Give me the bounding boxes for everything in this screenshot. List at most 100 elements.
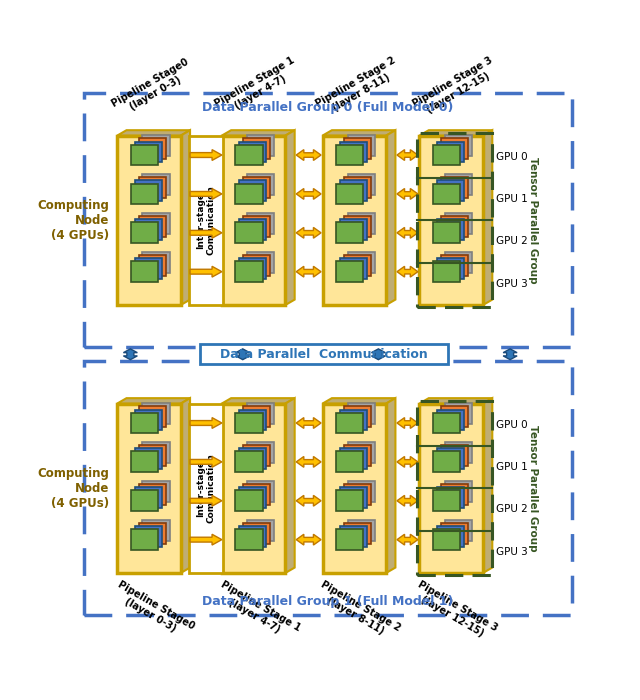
- Text: Tensor Parallel Group: Tensor Parallel Group: [527, 425, 538, 552]
- Bar: [134, 219, 162, 240]
- Bar: [142, 135, 170, 156]
- Polygon shape: [419, 398, 492, 403]
- Polygon shape: [296, 150, 321, 160]
- Polygon shape: [397, 496, 418, 506]
- Bar: [189, 136, 223, 305]
- Text: Tensor Parallel Group: Tensor Parallel Group: [527, 157, 538, 284]
- Polygon shape: [190, 496, 222, 506]
- Bar: [445, 252, 472, 273]
- Bar: [189, 403, 223, 573]
- Bar: [134, 258, 162, 279]
- Bar: [433, 223, 460, 243]
- Bar: [433, 145, 460, 165]
- Bar: [344, 255, 371, 276]
- Bar: [138, 177, 166, 198]
- Polygon shape: [323, 130, 396, 136]
- Bar: [441, 523, 468, 544]
- Bar: [236, 261, 262, 282]
- Bar: [236, 412, 262, 433]
- Polygon shape: [397, 150, 418, 160]
- Text: GPU 1: GPU 1: [496, 462, 528, 472]
- Bar: [117, 403, 180, 573]
- Bar: [417, 401, 492, 575]
- Bar: [131, 261, 158, 282]
- Text: Pipeline Stage 1
(layer 4-7): Pipeline Stage 1 (layer 4-7): [213, 579, 302, 643]
- Polygon shape: [236, 349, 250, 360]
- Bar: [131, 223, 158, 243]
- Polygon shape: [503, 349, 517, 360]
- Bar: [340, 410, 367, 430]
- Bar: [340, 181, 367, 201]
- Bar: [344, 484, 371, 505]
- Bar: [340, 141, 367, 162]
- Bar: [340, 219, 367, 240]
- Bar: [445, 481, 472, 502]
- Bar: [142, 442, 170, 463]
- Bar: [243, 177, 270, 198]
- Bar: [239, 181, 266, 201]
- Polygon shape: [371, 349, 385, 360]
- Polygon shape: [190, 534, 222, 545]
- Text: Computing
Node
(4 GPUs): Computing Node (4 GPUs): [38, 467, 109, 510]
- Bar: [243, 255, 270, 276]
- Bar: [236, 145, 262, 165]
- Bar: [200, 344, 448, 364]
- Text: Computing
Node
(4 GPUs): Computing Node (4 GPUs): [38, 199, 109, 241]
- Bar: [138, 255, 166, 276]
- Bar: [131, 145, 158, 165]
- Text: Data Parallel Group 0 (Full Model 0): Data Parallel Group 0 (Full Model 0): [202, 101, 454, 114]
- Bar: [236, 491, 262, 511]
- Bar: [441, 484, 468, 505]
- Bar: [437, 181, 464, 201]
- Bar: [239, 526, 266, 547]
- Bar: [344, 523, 371, 544]
- Polygon shape: [397, 418, 418, 428]
- Text: Data Parallel Group 1 (Full Model 1): Data Parallel Group 1 (Full Model 1): [202, 594, 454, 608]
- Polygon shape: [117, 398, 190, 403]
- Polygon shape: [124, 349, 138, 360]
- Bar: [437, 487, 464, 508]
- Bar: [138, 139, 166, 160]
- Bar: [142, 252, 170, 273]
- Bar: [441, 177, 468, 198]
- Bar: [403, 403, 412, 573]
- Bar: [445, 135, 472, 156]
- Bar: [323, 136, 386, 305]
- Bar: [243, 407, 270, 427]
- Bar: [142, 214, 170, 234]
- Bar: [348, 403, 375, 424]
- Bar: [239, 219, 266, 240]
- Bar: [445, 520, 472, 541]
- Bar: [131, 452, 158, 472]
- Polygon shape: [483, 130, 492, 305]
- Bar: [138, 216, 166, 237]
- Bar: [131, 412, 158, 433]
- Bar: [336, 412, 364, 433]
- Bar: [138, 445, 166, 466]
- Bar: [134, 181, 162, 201]
- Bar: [437, 141, 464, 162]
- Polygon shape: [180, 398, 190, 573]
- Bar: [441, 407, 468, 427]
- Bar: [142, 174, 170, 195]
- Bar: [236, 223, 262, 243]
- Bar: [323, 403, 386, 573]
- Polygon shape: [222, 130, 294, 136]
- Polygon shape: [386, 130, 396, 305]
- Text: Pipeline Stage 2
(layer 8-11): Pipeline Stage 2 (layer 8-11): [314, 55, 403, 120]
- Bar: [344, 177, 371, 198]
- Bar: [348, 252, 375, 273]
- Bar: [336, 529, 364, 550]
- Bar: [243, 484, 270, 505]
- Polygon shape: [397, 228, 418, 238]
- Bar: [131, 491, 158, 511]
- Bar: [131, 183, 158, 204]
- Polygon shape: [296, 228, 321, 238]
- Bar: [243, 139, 270, 160]
- Text: Inter-stage
Comunication: Inter-stage Comunication: [196, 454, 216, 523]
- Polygon shape: [296, 418, 321, 428]
- Bar: [236, 183, 262, 204]
- Text: Pipeline Stage0
(layer 0-3): Pipeline Stage0 (layer 0-3): [110, 57, 196, 120]
- Bar: [142, 403, 170, 424]
- Bar: [243, 523, 270, 544]
